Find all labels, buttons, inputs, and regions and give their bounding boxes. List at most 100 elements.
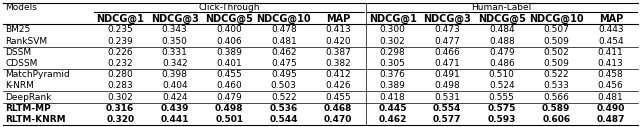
Text: 0.455: 0.455 <box>325 93 351 102</box>
Text: 0.606: 0.606 <box>542 115 570 124</box>
Text: 0.522: 0.522 <box>271 93 296 102</box>
Text: 0.458: 0.458 <box>598 70 623 79</box>
Text: 0.501: 0.501 <box>215 115 243 124</box>
Text: 0.343: 0.343 <box>162 25 188 34</box>
Text: 0.487: 0.487 <box>596 115 625 124</box>
Text: 0.509: 0.509 <box>543 59 569 68</box>
Text: 0.283: 0.283 <box>108 81 133 90</box>
Text: 0.566: 0.566 <box>543 93 569 102</box>
Text: 0.445: 0.445 <box>378 104 407 113</box>
Text: Human-Label: Human-Label <box>472 3 532 12</box>
Text: 0.479: 0.479 <box>489 48 515 57</box>
Text: 0.232: 0.232 <box>108 59 133 68</box>
Text: NDCG@3: NDCG@3 <box>423 14 471 24</box>
Text: 0.498: 0.498 <box>215 104 243 113</box>
Text: DeepRank: DeepRank <box>5 93 51 102</box>
Text: 0.460: 0.460 <box>216 81 242 90</box>
Text: 0.470: 0.470 <box>324 115 353 124</box>
Text: 0.280: 0.280 <box>108 70 133 79</box>
Text: NDCG@5: NDCG@5 <box>478 14 525 24</box>
Text: 0.490: 0.490 <box>596 104 625 113</box>
Text: 0.468: 0.468 <box>324 104 353 113</box>
Text: NDCG@10: NDCG@10 <box>257 14 311 24</box>
Text: 0.498: 0.498 <box>435 81 460 90</box>
Text: NDCG@5: NDCG@5 <box>205 14 253 24</box>
Text: 0.424: 0.424 <box>162 93 188 102</box>
Text: 0.466: 0.466 <box>435 48 460 57</box>
Text: 0.331: 0.331 <box>162 48 188 57</box>
Text: 0.495: 0.495 <box>271 70 296 79</box>
Text: 0.554: 0.554 <box>433 104 461 113</box>
Text: 0.376: 0.376 <box>380 70 406 79</box>
Text: 0.510: 0.510 <box>489 70 515 79</box>
Text: 0.342: 0.342 <box>162 59 188 68</box>
Text: 0.491: 0.491 <box>435 70 460 79</box>
Text: 0.298: 0.298 <box>380 48 406 57</box>
Text: 0.456: 0.456 <box>598 81 623 90</box>
Text: 0.302: 0.302 <box>380 37 406 46</box>
Text: 0.418: 0.418 <box>380 93 406 102</box>
Text: 0.475: 0.475 <box>271 59 296 68</box>
Text: 0.302: 0.302 <box>108 93 133 102</box>
Text: NDCG@1: NDCG@1 <box>96 14 144 24</box>
Text: 0.443: 0.443 <box>598 25 623 34</box>
Text: 0.503: 0.503 <box>271 81 297 90</box>
Text: 0.235: 0.235 <box>108 25 133 34</box>
Text: 0.426: 0.426 <box>325 81 351 90</box>
Text: 0.350: 0.350 <box>162 37 188 46</box>
Text: CDSSM: CDSSM <box>5 59 37 68</box>
Text: 0.484: 0.484 <box>489 25 515 34</box>
Text: 0.400: 0.400 <box>216 25 242 34</box>
Text: 0.471: 0.471 <box>435 59 460 68</box>
Text: RankSVM: RankSVM <box>5 37 47 46</box>
Text: 0.524: 0.524 <box>489 81 515 90</box>
Text: 0.575: 0.575 <box>488 104 516 113</box>
Text: 0.404: 0.404 <box>162 81 188 90</box>
Text: 0.387: 0.387 <box>325 48 351 57</box>
Text: 0.509: 0.509 <box>543 37 569 46</box>
Text: 0.316: 0.316 <box>106 104 134 113</box>
Text: 0.455: 0.455 <box>216 70 242 79</box>
Text: 0.593: 0.593 <box>488 115 516 124</box>
Text: MAP: MAP <box>598 14 623 24</box>
Text: K-NRM: K-NRM <box>5 81 34 90</box>
Text: 0.382: 0.382 <box>325 59 351 68</box>
Text: 0.420: 0.420 <box>325 37 351 46</box>
Text: 0.413: 0.413 <box>325 25 351 34</box>
Text: 0.320: 0.320 <box>106 115 134 124</box>
Text: 0.502: 0.502 <box>543 48 569 57</box>
Text: 0.389: 0.389 <box>380 81 406 90</box>
Text: 0.389: 0.389 <box>216 48 242 57</box>
Text: 0.439: 0.439 <box>161 104 189 113</box>
Text: 0.507: 0.507 <box>543 25 569 34</box>
Text: 0.481: 0.481 <box>271 37 296 46</box>
Text: 0.577: 0.577 <box>433 115 461 124</box>
Text: 0.411: 0.411 <box>598 48 623 57</box>
Text: RLTM-MP: RLTM-MP <box>5 104 51 113</box>
Text: 0.536: 0.536 <box>269 104 298 113</box>
Text: 0.531: 0.531 <box>435 93 460 102</box>
Text: RLTM-KNRM: RLTM-KNRM <box>5 115 66 124</box>
Text: 0.473: 0.473 <box>435 25 460 34</box>
Text: 0.412: 0.412 <box>325 70 351 79</box>
Text: 0.522: 0.522 <box>543 70 569 79</box>
Text: 0.488: 0.488 <box>489 37 515 46</box>
Text: 0.479: 0.479 <box>216 93 242 102</box>
Text: 0.462: 0.462 <box>379 115 407 124</box>
Text: 0.300: 0.300 <box>380 25 406 34</box>
Text: MAP: MAP <box>326 14 350 24</box>
Text: 0.555: 0.555 <box>489 93 515 102</box>
Text: 0.398: 0.398 <box>162 70 188 79</box>
Text: MatchPyramid: MatchPyramid <box>5 70 70 79</box>
Text: 0.441: 0.441 <box>161 115 189 124</box>
Text: 0.544: 0.544 <box>269 115 298 124</box>
Text: NDCG@1: NDCG@1 <box>369 14 417 24</box>
Text: 0.589: 0.589 <box>542 104 570 113</box>
Text: 0.462: 0.462 <box>271 48 296 57</box>
Text: BM25: BM25 <box>5 25 30 34</box>
Text: Click-Through: Click-Through <box>198 3 260 12</box>
Text: DSSM: DSSM <box>5 48 31 57</box>
Text: 0.406: 0.406 <box>216 37 242 46</box>
Text: 0.413: 0.413 <box>598 59 623 68</box>
Text: 0.239: 0.239 <box>108 37 133 46</box>
